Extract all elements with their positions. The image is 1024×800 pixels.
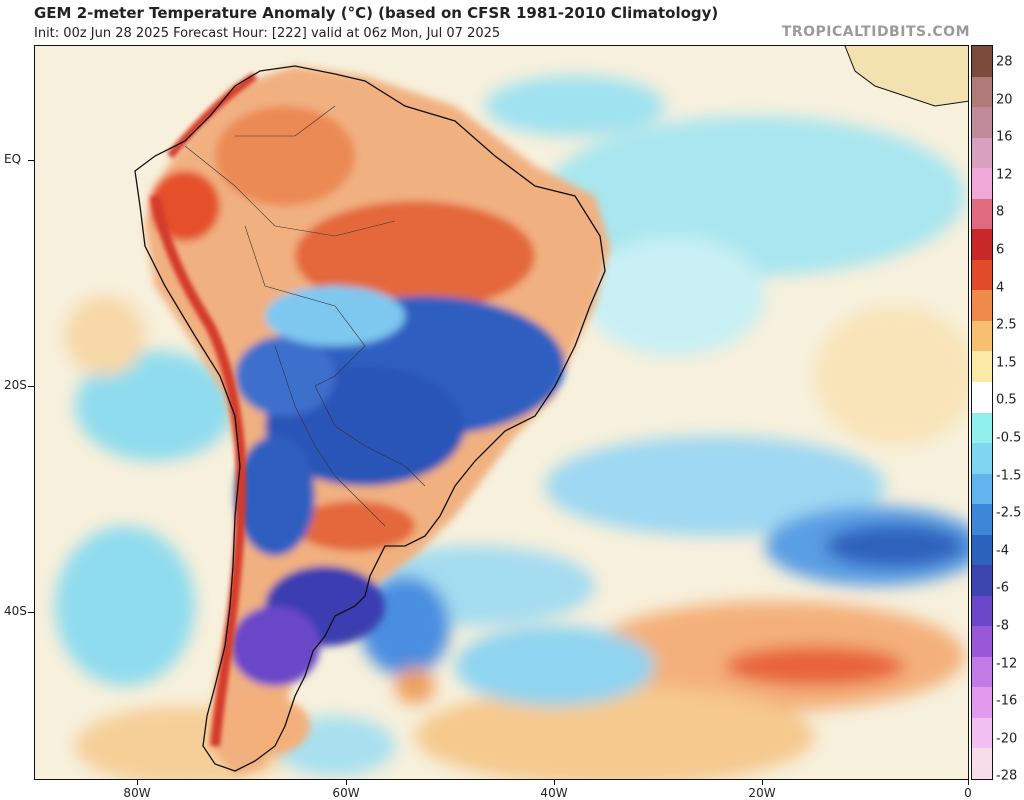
colorbar-label: -12 [996,656,1018,672]
colorbar-segment [972,504,992,536]
lon-tick [554,780,555,785]
colorbar-label: 8 [996,204,1005,220]
lat-tick [28,612,34,613]
colorbar-segment [972,534,992,566]
lon-label-60w: 60W [332,786,360,800]
colorbar-label: -1.5 [996,468,1022,484]
colorbar-segment [972,351,992,383]
colorbar-label: -0.5 [996,430,1022,446]
colorbar-segment [972,565,992,597]
map-subtitle: Init: 00z Jun 28 2025 Forecast Hour: [22… [34,26,501,41]
colorbar-label: -6 [996,580,1009,596]
colorbar-segment [972,473,992,505]
colorbar-label: 20 [996,92,1013,108]
lon-tick [137,780,138,785]
colorbar-label: -4 [996,543,1009,559]
lat-label-eq: EQ [4,152,22,166]
colorbar-segment [972,748,992,780]
colorbar [971,45,993,780]
colorbar-label: 4 [996,280,1005,296]
colorbar-label: -20 [996,731,1018,747]
lon-tick [762,780,763,785]
colorbar-segment [972,229,992,261]
colorbar-segment [972,259,992,291]
colorbar-segment [972,137,992,169]
colorbar-segment [972,656,992,688]
colorbar-segment [972,107,992,139]
land-anomaly-field [145,66,610,776]
colorbar-label: 12 [996,167,1013,183]
colorbar-label: 2.5 [996,317,1017,333]
africa-coast [844,46,968,107]
colorbar-label: 6 [996,242,1005,258]
lat-label-20s: 20S [4,378,27,392]
lat-label-40s: 40S [4,604,27,618]
anomaly-map-svg [35,46,968,779]
colorbar-segment [972,595,992,627]
andes-warm-ridge [150,72,258,747]
colorbar-segment [972,717,992,749]
lon-label-20w: 20W [748,786,776,800]
lon-tick [346,780,347,785]
lon-label-0: 0 [964,786,972,800]
brand-watermark: TROPICALTIDBITS.COM [781,24,970,40]
colorbar-segment [972,290,992,322]
colorbar-label: -2.5 [996,505,1022,521]
colorbar-label: -16 [996,693,1018,709]
colorbar-segment [972,320,992,352]
lat-tick [28,160,34,161]
colorbar-segment [972,443,992,475]
ocean-anomaly-field [55,76,968,779]
colorbar-segment [972,46,992,78]
colorbar-segment [972,198,992,230]
colorbar-label: 1.5 [996,355,1017,371]
colorbar-label: -8 [996,618,1009,634]
colorbar-label: 0.5 [996,392,1017,408]
lon-label-40w: 40W [540,786,568,800]
country-borders [184,105,426,527]
colorbar-segment [972,76,992,108]
colorbar-label: 28 [996,54,1013,70]
lon-tick [968,780,969,785]
lat-tick [28,386,34,387]
lon-label-80w: 80W [123,786,151,800]
colorbar-segment [972,687,992,719]
map-title: GEM 2-meter Temperature Anomaly (°C) (ba… [34,4,719,22]
colorbar-segment [972,626,992,658]
colorbar-segment [972,412,992,444]
colorbar-label: -28 [996,768,1018,784]
colorbar-segment [972,381,992,413]
colorbar-label: 16 [996,129,1013,145]
coastline [134,65,606,772]
colorbar-segment [972,168,992,200]
anomaly-map [34,45,969,780]
